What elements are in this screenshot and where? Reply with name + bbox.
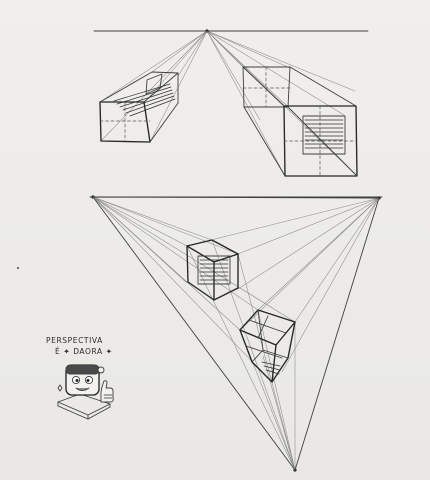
caption-line-1: PERSPECTIVA [46, 336, 103, 345]
pencil-dot [17, 267, 19, 269]
vanishing-triangle [92, 196, 380, 471]
upper-cube-hatch [199, 259, 229, 281]
mascot-doodle [57, 364, 114, 420]
guide-rays-top [99, 30, 358, 177]
left-box-hatch [113, 83, 176, 117]
right-box [242, 66, 358, 177]
lower-cube [239, 309, 296, 383]
three-point-perspective-study [89, 195, 383, 472]
caption-line-2: É ✦ DAORA ✦ [55, 347, 113, 356]
guide-rays-bottom [92, 196, 380, 471]
one-point-perspective-study [93, 29, 369, 177]
thumbs-up-icon [100, 380, 114, 403]
left-box [99, 71, 179, 143]
upper-cube [186, 239, 239, 301]
right-box-hatch [304, 119, 344, 149]
